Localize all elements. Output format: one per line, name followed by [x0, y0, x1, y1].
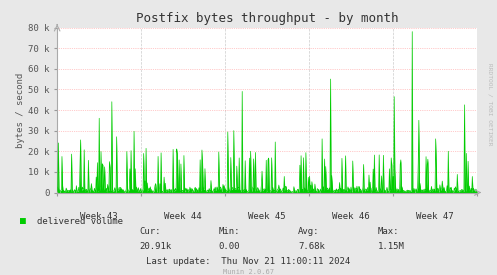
Title: Postfix bytes throughput - by month: Postfix bytes throughput - by month [136, 12, 399, 25]
Text: 20.91k: 20.91k [139, 242, 171, 251]
Text: Cur:: Cur: [139, 227, 161, 236]
Text: delivered volume: delivered volume [37, 217, 123, 226]
Text: Avg:: Avg: [298, 227, 320, 236]
Text: Min:: Min: [219, 227, 240, 236]
Text: Max:: Max: [378, 227, 399, 236]
Text: Week 45: Week 45 [248, 212, 286, 221]
Text: 7.68k: 7.68k [298, 242, 325, 251]
Y-axis label: bytes / second: bytes / second [16, 72, 25, 148]
Text: 1.15M: 1.15M [378, 242, 405, 251]
Text: Week 44: Week 44 [165, 212, 202, 221]
Text: RRDTOOL / TOBI OETIKER: RRDTOOL / TOBI OETIKER [487, 63, 492, 146]
Text: Week 46: Week 46 [332, 212, 370, 221]
Text: Week 43: Week 43 [81, 212, 118, 221]
Text: ■: ■ [20, 216, 26, 226]
Text: 0.00: 0.00 [219, 242, 240, 251]
Text: Munin 2.0.67: Munin 2.0.67 [223, 269, 274, 275]
Text: Week 47: Week 47 [416, 212, 454, 221]
Text: Last update:  Thu Nov 21 11:00:11 2024: Last update: Thu Nov 21 11:00:11 2024 [147, 257, 350, 266]
